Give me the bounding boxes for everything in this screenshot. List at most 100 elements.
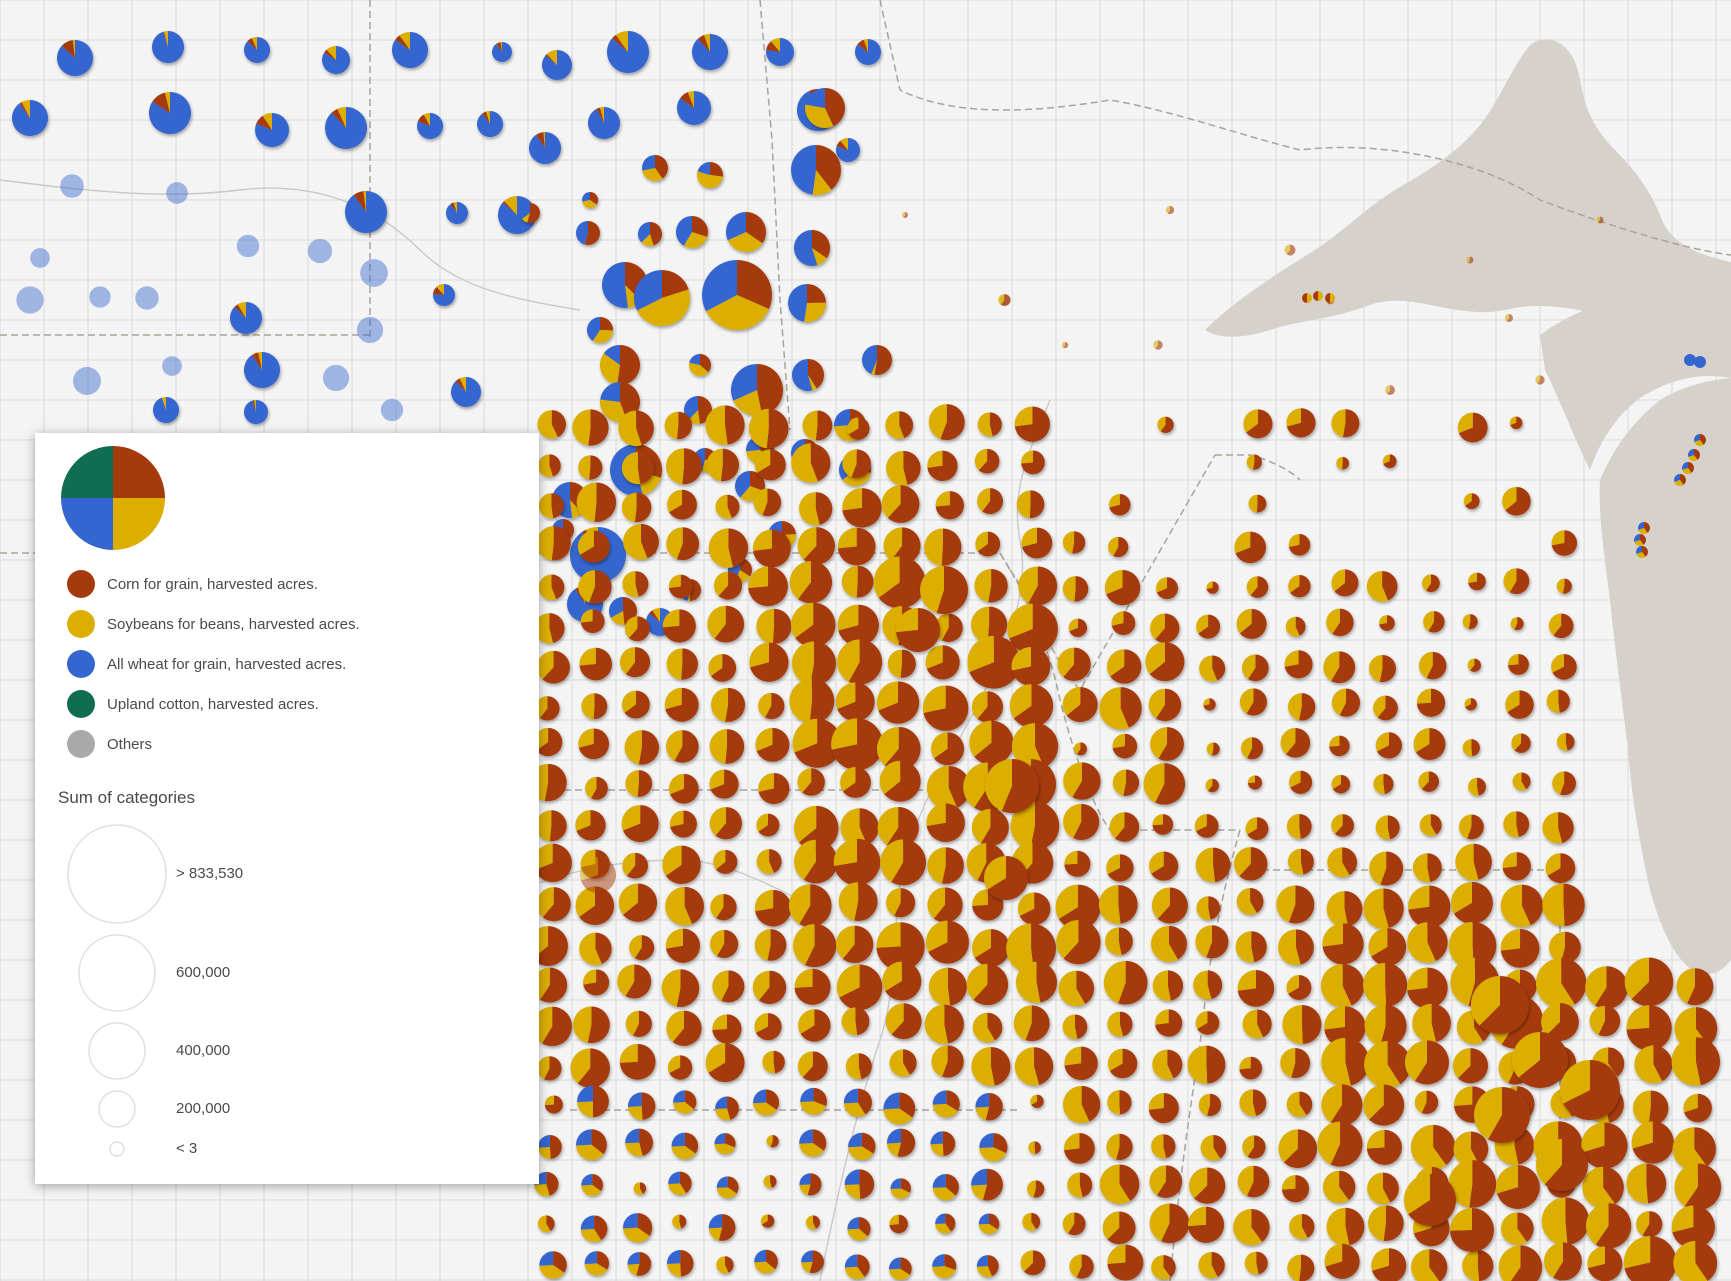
- county-pie[interactable]: [575, 886, 615, 925]
- county-pie[interactable]: [971, 1046, 1011, 1086]
- county-pie[interactable]: [1302, 293, 1312, 303]
- county-pie[interactable]: [625, 770, 653, 797]
- county-pie[interactable]: [1367, 1172, 1399, 1205]
- county-pie[interactable]: [932, 1090, 960, 1118]
- county-pie[interactable]: [1021, 450, 1045, 475]
- county-pie[interactable]: [926, 803, 965, 843]
- county-pie[interactable]: [1694, 434, 1707, 446]
- county-pie[interactable]: [847, 417, 870, 440]
- county-pie[interactable]: [1199, 655, 1226, 682]
- county-pie[interactable]: [749, 642, 789, 682]
- county-pie[interactable]: [1022, 1212, 1041, 1231]
- county-pie[interactable]: [1282, 1004, 1322, 1045]
- county-pie[interactable]: [935, 491, 964, 520]
- county-pie[interactable]: [538, 454, 561, 478]
- county-pie[interactable]: [538, 493, 564, 519]
- county-pie[interactable]: [1099, 1164, 1140, 1205]
- county-pie[interactable]: [714, 1133, 736, 1155]
- county-pie[interactable]: [1423, 611, 1445, 633]
- county-pie[interactable]: [755, 727, 790, 762]
- county-pie[interactable]: [1512, 772, 1531, 791]
- county-pie[interactable]: [1331, 814, 1354, 837]
- county-pie[interactable]: [762, 1050, 785, 1074]
- county-pie[interactable]: [1057, 647, 1091, 681]
- county-pie[interactable]: [847, 1217, 871, 1241]
- county-pie[interactable]: [1205, 778, 1219, 793]
- county-pie[interactable]: [1634, 534, 1647, 547]
- county-pie[interactable]: [1150, 613, 1180, 643]
- county-pie[interactable]: [1676, 968, 1714, 1006]
- county-pie[interactable]: [1462, 1250, 1494, 1281]
- county-pie[interactable]: [1286, 1091, 1313, 1118]
- county-pie[interactable]: [799, 492, 833, 526]
- county-pie[interactable]: [1112, 769, 1140, 796]
- county-pie[interactable]: [919, 566, 969, 614]
- county-pie[interactable]: [712, 1014, 742, 1044]
- county-pie[interactable]: [668, 773, 699, 804]
- county-pie[interactable]: [606, 31, 649, 73]
- county-pie[interactable]: [89, 286, 111, 308]
- county-pie[interactable]: [713, 849, 738, 874]
- county-pie[interactable]: [1198, 1093, 1222, 1116]
- county-pie[interactable]: [1107, 649, 1142, 684]
- county-pie[interactable]: [794, 839, 838, 884]
- county-pie[interactable]: [712, 970, 745, 1003]
- county-pie[interactable]: [585, 776, 608, 800]
- county-pie[interactable]: [844, 1254, 870, 1280]
- county-pie[interactable]: [1462, 614, 1478, 630]
- county-pie[interactable]: [1148, 1092, 1179, 1124]
- county-pie[interactable]: [1631, 1121, 1674, 1164]
- county-pie[interactable]: [1466, 256, 1474, 264]
- county-pie[interactable]: [166, 182, 188, 204]
- county-pie[interactable]: [754, 449, 786, 481]
- county-pie[interactable]: [928, 404, 965, 441]
- county-pie[interactable]: [576, 1129, 607, 1161]
- county-pie[interactable]: [1240, 737, 1264, 760]
- county-pie[interactable]: [491, 42, 513, 62]
- county-pie[interactable]: [1455, 843, 1492, 881]
- county-pie[interactable]: [885, 1003, 922, 1040]
- county-pie[interactable]: [731, 364, 783, 416]
- county-pie[interactable]: [1104, 569, 1141, 606]
- county-pie[interactable]: [244, 352, 281, 388]
- county-pie[interactable]: [876, 681, 920, 724]
- county-pie[interactable]: [889, 1214, 908, 1234]
- county-pie[interactable]: [1546, 689, 1570, 713]
- county-pie[interactable]: [580, 1215, 608, 1243]
- county-pie[interactable]: [1503, 811, 1530, 838]
- county-pie[interactable]: [791, 641, 836, 686]
- county-pie[interactable]: [1322, 1170, 1356, 1204]
- county-pie[interactable]: [451, 377, 481, 408]
- county-pie[interactable]: [1111, 611, 1136, 635]
- county-pie[interactable]: [1369, 851, 1404, 886]
- county-pie[interactable]: [671, 1132, 699, 1160]
- county-pie[interactable]: [1107, 1090, 1132, 1115]
- county-pie[interactable]: [1206, 581, 1219, 594]
- county-pie[interactable]: [1285, 616, 1306, 637]
- county-pie[interactable]: [797, 768, 825, 796]
- county-pie[interactable]: [667, 1055, 693, 1080]
- county-pie[interactable]: [1007, 603, 1058, 655]
- county-pie[interactable]: [1203, 698, 1216, 711]
- county-pie[interactable]: [922, 685, 969, 731]
- county-pie[interactable]: [883, 1092, 916, 1125]
- county-pie[interactable]: [1143, 763, 1186, 805]
- county-pie[interactable]: [1498, 1245, 1543, 1281]
- county-pie[interactable]: [1449, 1208, 1495, 1252]
- county-pie[interactable]: [966, 963, 1009, 1006]
- county-pie[interactable]: [61, 446, 165, 550]
- county-pie[interactable]: [664, 687, 699, 722]
- county-pie[interactable]: [1385, 385, 1395, 395]
- county-pie[interactable]: [1535, 957, 1587, 1009]
- county-pie[interactable]: [244, 37, 271, 63]
- county-pie[interactable]: [841, 565, 874, 598]
- county-pie[interactable]: [1068, 618, 1088, 637]
- county-pie[interactable]: [1246, 576, 1269, 598]
- county-pie[interactable]: [1281, 1175, 1310, 1203]
- county-pie[interactable]: [1010, 801, 1060, 851]
- county-pie[interactable]: [788, 884, 832, 928]
- county-pie[interactable]: [1452, 1048, 1489, 1084]
- county-pie[interactable]: [1244, 1251, 1268, 1275]
- county-pie[interactable]: [789, 561, 833, 604]
- county-pie[interactable]: [1063, 762, 1101, 800]
